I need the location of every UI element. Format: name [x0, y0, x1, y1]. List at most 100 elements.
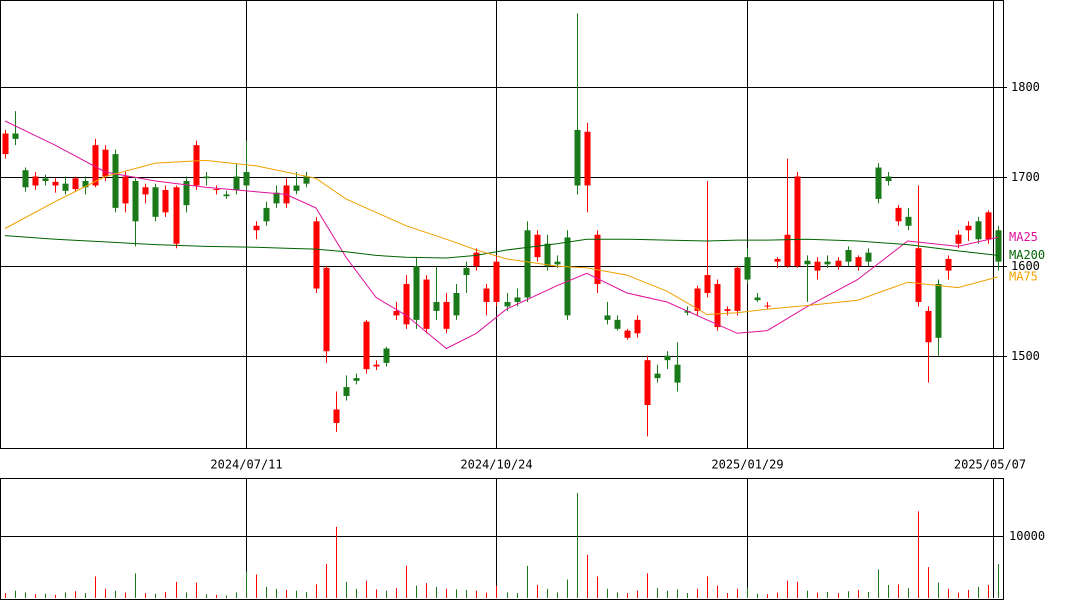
candle-body [814, 261, 821, 271]
candle-body [915, 248, 922, 302]
candle-body [132, 180, 139, 222]
candle-body [293, 185, 300, 191]
candle-body [965, 225, 972, 231]
candle-body [453, 292, 460, 316]
candle-body [744, 257, 751, 280]
candle-body [32, 176, 39, 186]
candle-body [423, 279, 430, 329]
candle-body [203, 176, 210, 179]
candle-body [373, 364, 380, 367]
candle-body [674, 364, 681, 383]
candle-body [193, 145, 200, 186]
candle-body [323, 267, 330, 352]
candle-body [213, 189, 220, 191]
candle-body [664, 355, 671, 361]
candle-body [554, 261, 561, 265]
candle-body [42, 178, 49, 181]
candle-body [393, 310, 400, 316]
candle-body [724, 309, 731, 311]
candle-body [483, 288, 490, 302]
candle-body [303, 176, 310, 184]
y-tick-label: 1500 [1011, 349, 1040, 363]
candle-body [784, 234, 791, 267]
candle-body [604, 315, 611, 320]
moving-average-line [4, 159, 999, 316]
candle-body [183, 180, 190, 206]
candle-body [443, 301, 450, 329]
y-tick-label: 1600 [1011, 259, 1040, 273]
candle-body [845, 249, 852, 262]
candle-body [62, 183, 69, 191]
candle-body [514, 297, 521, 302]
candle-body [112, 154, 119, 208]
candle-body [654, 373, 661, 379]
candle-body [333, 409, 340, 423]
candle-body [895, 207, 902, 222]
moving-average-line [4, 120, 999, 350]
candle-body [945, 258, 952, 271]
candle-body [835, 260, 842, 267]
candle-body [704, 275, 711, 293]
candle-body [714, 284, 721, 328]
candle-body [774, 258, 781, 262]
candle-body [925, 310, 932, 343]
price-panel [0, 0, 1004, 449]
candle-body [162, 189, 169, 213]
candle-body [223, 194, 230, 197]
candle-body [935, 284, 942, 338]
candle-body [684, 310, 691, 313]
candle-body [794, 176, 801, 267]
candle-body [403, 284, 410, 325]
candle-body [52, 181, 59, 186]
candle-body [253, 225, 260, 231]
candle-body [634, 319, 641, 334]
candle-body [343, 387, 350, 397]
candle-body [985, 212, 992, 240]
candle-body [734, 267, 741, 311]
candle-body [564, 237, 571, 316]
moving-average-line [4, 235, 999, 259]
y-tick-label: 1800 [1011, 80, 1040, 94]
candle-body [905, 216, 912, 226]
candle-body [2, 133, 9, 155]
candle-body [504, 301, 511, 307]
candle-body [22, 170, 29, 188]
x-tick-label: 2024/10/24 [460, 458, 532, 472]
candle-body [644, 360, 651, 405]
legend-label: MA200 [1009, 248, 1045, 262]
candle-body [764, 305, 771, 307]
candle-body [363, 321, 370, 370]
candle-body [855, 257, 862, 267]
candle-body [955, 234, 962, 244]
candle-body [754, 297, 761, 301]
candle-body [473, 252, 480, 267]
candle-body [263, 207, 270, 222]
candle-body [72, 178, 79, 190]
candle-body [12, 133, 19, 139]
candle-body [493, 261, 500, 302]
candle-body [92, 145, 99, 186]
candle-body [122, 176, 129, 204]
candle-body [875, 167, 882, 199]
y-tick-label: 1700 [1011, 170, 1040, 184]
candle-body [313, 221, 320, 289]
legend-label: MA75 [1009, 269, 1038, 283]
x-tick-label: 2024/07/11 [210, 458, 282, 472]
candle-body [433, 301, 440, 311]
y-tick-label: 10000 [1009, 529, 1045, 543]
candle-body [463, 267, 470, 276]
x-tick-label: 2025/01/29 [711, 458, 783, 472]
candle-body [694, 288, 701, 311]
candle-body [804, 260, 811, 265]
candle-body [594, 234, 601, 285]
candle-body [824, 261, 831, 265]
x-tick-label: 2025/05/07 [954, 458, 1026, 472]
candle-body [413, 266, 420, 320]
candle-body [524, 230, 531, 298]
candle-body [233, 176, 240, 190]
candle-body [383, 348, 390, 363]
legend-label: MA25 [1009, 230, 1038, 244]
candle-body [273, 192, 280, 204]
volume-panel [0, 478, 1004, 600]
